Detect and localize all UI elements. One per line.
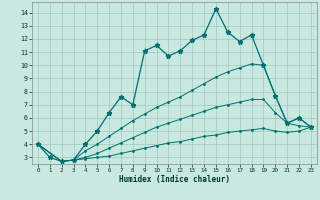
X-axis label: Humidex (Indice chaleur): Humidex (Indice chaleur)	[119, 175, 230, 184]
